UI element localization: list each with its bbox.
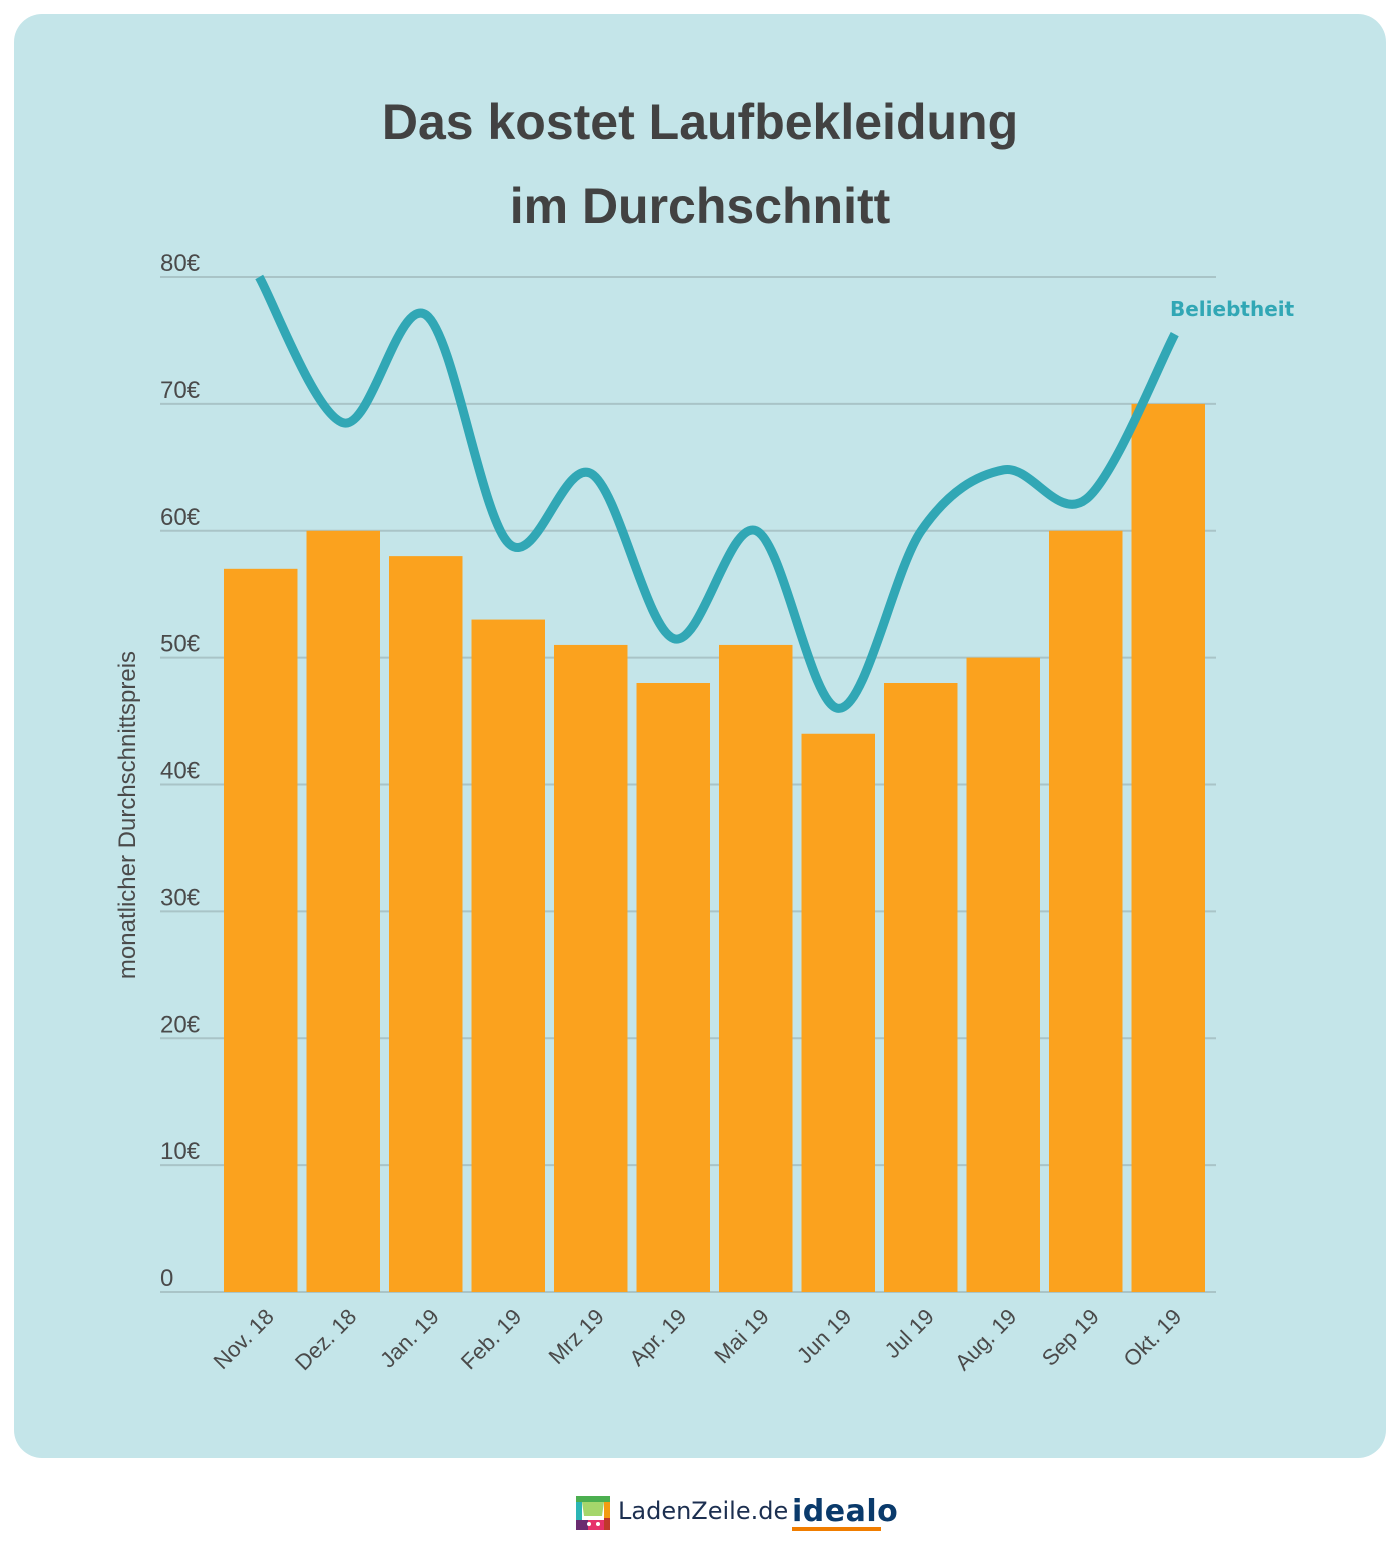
line-label-beliebtheit: Beliebtheit	[1170, 297, 1295, 321]
x-tick-label: Dez. 18	[290, 1304, 361, 1375]
bar	[719, 644, 793, 1292]
y-tick-label: 80€	[160, 250, 201, 277]
bar	[884, 683, 958, 1292]
bar	[224, 568, 298, 1292]
y-tick-label: 50€	[160, 631, 201, 658]
x-tick-label: Feb. 19	[456, 1304, 526, 1374]
x-tick-label: Mrz 19	[544, 1304, 609, 1369]
bar	[636, 683, 710, 1292]
ladenzeile-logo-icon	[576, 1496, 610, 1530]
bar	[389, 556, 463, 1292]
idealo-underline	[792, 1527, 881, 1531]
y-tick-label: 20€	[160, 1011, 201, 1038]
x-tick-label: Jan. 19	[375, 1304, 444, 1373]
chart-title-line-1: Das kostet Laufbekleidung	[381, 94, 1019, 150]
bar-series	[224, 403, 1205, 1292]
y-axis-ticks: 0 10€ 20€ 30€ 40€ 50€ 60€ 70€ 80€	[160, 250, 201, 1292]
y-axis-label: monatlicher Durchschnittspreis	[114, 651, 141, 979]
y-tick-label: 70€	[160, 377, 201, 404]
x-tick-label: Aug. 19	[950, 1304, 1021, 1375]
y-tick-label: 60€	[160, 504, 201, 531]
x-axis-ticks: Nov. 18 Dez. 18 Jan. 19 Feb. 19 Mrz 19 Apr. 1…	[209, 1304, 1187, 1375]
bar	[306, 530, 380, 1292]
x-tick-label: Nov. 18	[209, 1304, 279, 1374]
x-tick-label: Sep 19	[1037, 1304, 1104, 1371]
bar	[471, 619, 545, 1292]
bar	[801, 733, 875, 1292]
chart-title-line-2: im Durchschnitt	[509, 178, 891, 234]
y-tick-label: 0	[160, 1265, 173, 1292]
chart: 0 10€ 20€ 30€ 40€ 50€ 60€ 70€ 80€ monatlicher Du…	[114, 250, 1295, 1375]
bar	[1049, 530, 1123, 1292]
ladenzeile-brand: LadenZeile.de	[618, 1497, 789, 1525]
x-tick-label: Apr. 19	[624, 1304, 691, 1371]
x-tick-label: Mai 19	[709, 1304, 773, 1368]
x-tick-label: Jul 19	[880, 1304, 939, 1363]
bar	[966, 657, 1040, 1292]
line-series-beliebtheit	[255, 274, 1179, 713]
bar	[1131, 403, 1205, 1292]
idealo-brand: idealo	[792, 1494, 899, 1529]
y-tick-label: 40€	[160, 758, 201, 785]
y-tick-label: 30€	[160, 884, 201, 911]
bar	[554, 644, 628, 1292]
chart-title: Das kostet Laufbekleidung im Durchschnit…	[0, 80, 1400, 248]
x-tick-label: Jun 19	[792, 1304, 856, 1368]
x-tick-label: Okt. 19	[1118, 1304, 1186, 1372]
y-tick-label: 10€	[160, 1138, 201, 1165]
